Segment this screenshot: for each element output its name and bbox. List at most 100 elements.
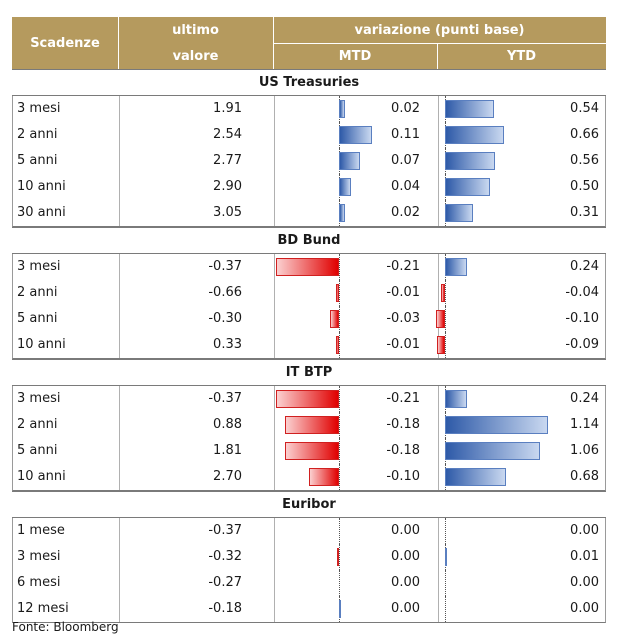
mtd-bar [309, 468, 339, 486]
mtd-value: 0.02 [391, 205, 420, 220]
section-title: Euribor [12, 491, 606, 518]
ytd-axis [445, 596, 446, 622]
scadenza-cell: 3 mesi [17, 259, 61, 274]
column-divider [119, 412, 120, 438]
column-divider [438, 254, 439, 280]
mtd-value: -0.18 [386, 443, 420, 458]
ytd-value: 0.56 [570, 153, 599, 168]
valore-cell: 1.91 [213, 101, 242, 116]
mtd-bar [339, 600, 341, 618]
ytd-bar [445, 468, 507, 486]
column-divider [438, 386, 439, 412]
column-divider [274, 174, 275, 200]
valore-cell: 2.70 [213, 469, 242, 484]
column-divider [438, 280, 439, 306]
yield-table: Scadenze ultimo valore variazione (punti… [12, 17, 606, 623]
header-ytd: YTD [437, 43, 606, 69]
table-body: US Treasuries 3 mesi 1.91 0.02 0.54 2 anni 2.5… [12, 69, 606, 623]
mtd-bar [339, 100, 345, 118]
scadenza-cell: 2 anni [17, 417, 58, 432]
mtd-bar [339, 204, 345, 222]
column-divider [274, 122, 275, 148]
column-divider [119, 200, 120, 226]
table-row: 3 mesi 1.91 0.02 0.54 [12, 96, 606, 122]
column-divider [438, 544, 439, 570]
valore-cell: -0.18 [208, 601, 242, 616]
header-variazione-label: variazione (punti base) [354, 22, 525, 38]
column-divider [274, 200, 275, 226]
table-row: 2 anni 0.88 -0.18 1.14 [12, 412, 606, 438]
column-divider [274, 306, 275, 332]
column-divider [119, 306, 120, 332]
mtd-bar [285, 416, 339, 434]
header-scadenze-label: Scadenze [30, 35, 100, 51]
ytd-bar [445, 416, 548, 434]
column-divider [274, 280, 275, 306]
ytd-axis [445, 306, 446, 332]
valore-cell: 1.81 [213, 443, 242, 458]
source-note: Fonte: Bloomberg [12, 620, 119, 634]
header-divider [118, 17, 119, 69]
ytd-axis [445, 280, 446, 306]
scadenza-cell: 5 anni [17, 443, 58, 458]
valore-cell: -0.27 [208, 575, 242, 590]
valore-cell: 0.33 [213, 337, 242, 352]
column-divider [438, 438, 439, 464]
column-divider [274, 518, 275, 544]
mtd-value: 0.00 [391, 601, 420, 616]
scadenza-cell: 1 mese [17, 523, 65, 538]
column-divider [119, 96, 120, 122]
ytd-value: 0.31 [570, 205, 599, 220]
ytd-value: 0.66 [570, 127, 599, 142]
scadenza-cell: 10 anni [17, 179, 66, 194]
column-divider [438, 96, 439, 122]
scadenza-cell: 10 anni [17, 469, 66, 484]
mtd-bar [337, 548, 339, 566]
scadenza-cell: 2 anni [17, 127, 58, 142]
ytd-value: -0.09 [565, 337, 599, 352]
column-divider [274, 254, 275, 280]
ytd-bar [445, 442, 541, 460]
table-row: 5 anni 1.81 -0.18 1.06 [12, 438, 606, 464]
column-divider [274, 386, 275, 412]
table-row: 30 anni 3.05 0.02 0.31 [12, 200, 606, 227]
scadenza-cell: 3 mesi [17, 549, 61, 564]
mtd-axis [339, 332, 340, 358]
valore-cell: -0.37 [208, 259, 242, 274]
scadenza-cell: 12 mesi [17, 601, 69, 616]
header-ultimo-line2: valore [118, 43, 273, 69]
table-row: 10 anni 2.70 -0.10 0.68 [12, 464, 606, 491]
table-row: 5 anni -0.30 -0.03 -0.10 [12, 306, 606, 332]
header-ultimo-line1: ultimo [118, 17, 273, 43]
mtd-axis [339, 464, 340, 490]
mtd-value: -0.10 [386, 469, 420, 484]
column-divider [438, 596, 439, 622]
column-divider [274, 438, 275, 464]
table-row: 6 mesi -0.27 0.00 0.00 [12, 570, 606, 596]
ytd-bar [445, 178, 490, 196]
column-divider [274, 596, 275, 622]
mtd-axis [339, 412, 340, 438]
header-ytd-label: YTD [506, 48, 537, 64]
column-divider [119, 386, 120, 412]
table-row: 2 anni 2.54 0.11 0.66 [12, 122, 606, 148]
mtd-bar [276, 390, 339, 408]
table-row: 1 mese -0.37 0.00 0.00 [12, 518, 606, 544]
ytd-value: 0.00 [570, 523, 599, 538]
valore-cell: 0.88 [213, 417, 242, 432]
valore-cell: -0.37 [208, 523, 242, 538]
ytd-value: -0.10 [565, 311, 599, 326]
ytd-value: 0.00 [570, 575, 599, 590]
column-divider [438, 570, 439, 596]
scadenza-cell: 10 anni [17, 337, 66, 352]
mtd-bar [336, 336, 339, 354]
ytd-value: 0.00 [570, 601, 599, 616]
scadenza-cell: 6 mesi [17, 575, 61, 590]
mtd-value: -0.21 [386, 391, 420, 406]
column-divider [119, 148, 120, 174]
mtd-axis [339, 254, 340, 280]
ytd-value: -0.04 [565, 285, 599, 300]
ytd-axis [445, 570, 446, 596]
ytd-bar [445, 548, 447, 566]
column-divider [119, 570, 120, 596]
